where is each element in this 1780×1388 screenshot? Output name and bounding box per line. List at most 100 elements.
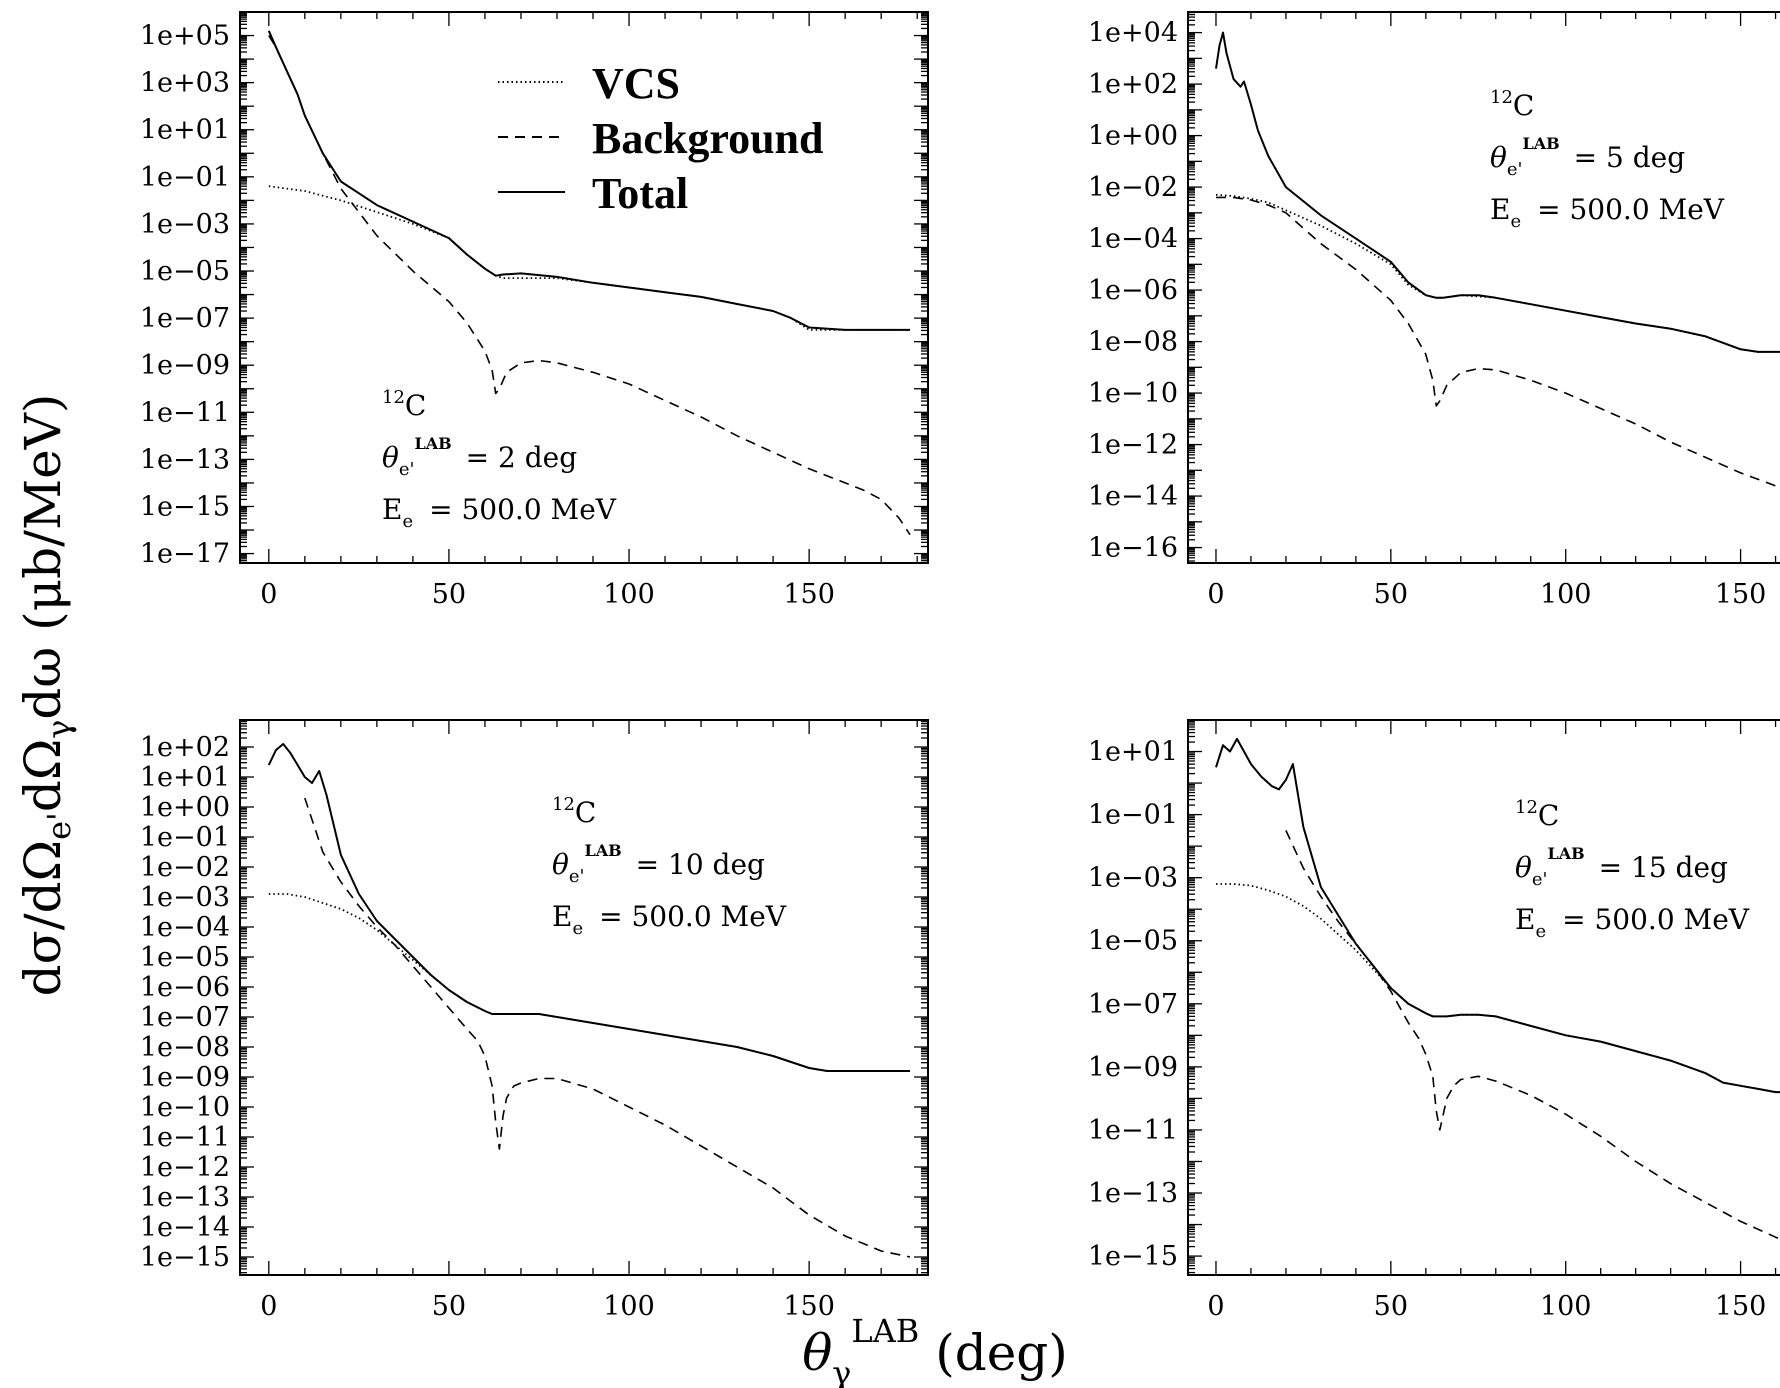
- chart-panel-3: 1e+021e+011e+001e−011e−021e−031e−041e−05…: [140, 719, 929, 1322]
- annotation-energy: Ee = 500.0 MeV: [552, 900, 787, 939]
- y-tick-label: 1e−02: [1088, 172, 1178, 203]
- y-tick-label: 1e−01: [140, 162, 230, 193]
- x-axis-title-symbol: θ: [802, 1324, 832, 1382]
- series-group: [1215, 31, 1780, 489]
- chart-panel-1: 1e+05 1e+03 1e+01 1e−01 1e−03 1e−05 1e−07 1e−09…: [140, 11, 929, 610]
- y-tick-label: 1e+05: [140, 21, 230, 52]
- x-tick-label: 0: [260, 579, 277, 610]
- annotation-theta: θe' LAB = 15 deg: [1515, 844, 1728, 890]
- annotation: 12C θe'LAB = 15 deg Ee = 500.0 MeV: [1515, 797, 1750, 942]
- series-line-total: [267, 30, 910, 331]
- annotation-theta-value: = 10 deg: [636, 848, 765, 881]
- annotation-nucleus: 12C: [1490, 87, 1534, 122]
- y-tick-label: 1e−06: [1088, 275, 1178, 306]
- y-tick-label: 1e−13: [140, 444, 230, 475]
- annotation-theta-value: = 5 deg: [1574, 141, 1686, 174]
- x-tick-label: 0: [1207, 1291, 1224, 1322]
- annotation-energy: Ee = 500.0 MeV: [382, 493, 617, 532]
- series-line-total: [267, 743, 910, 1072]
- x-axis-title-unit: (deg): [919, 1324, 1068, 1382]
- x-tick-label: 150: [783, 1291, 835, 1322]
- y-tick-label: 1e−10: [1088, 378, 1178, 409]
- y-axis-ticks: [1188, 11, 1777, 563]
- chart-panel-2: 1e+04 1e+02 1e+00 1e−02 1e−04 1e−06 1e−08 1e−10…: [1088, 11, 1780, 610]
- y-tick-label: 1e−03: [140, 882, 230, 913]
- annotation-energy-symbol: E: [1490, 193, 1510, 226]
- plot-frame: [239, 719, 929, 1276]
- x-tick-label: 150: [783, 579, 835, 610]
- y-axis-title-mid: dΩ: [14, 739, 72, 812]
- y-tick-label: 1e+03: [140, 68, 230, 99]
- x-tick-label: 100: [1540, 579, 1592, 610]
- annotation-theta-sup: LAB: [414, 434, 451, 453]
- annotation-theta-symbol: θ: [552, 848, 569, 881]
- plot-frame: [1187, 11, 1780, 564]
- series-line-background: [304, 797, 911, 1258]
- y-tick-label: 1e+00: [1088, 121, 1178, 152]
- y-tick-label: 1e−07: [140, 1002, 230, 1033]
- x-tick-label: 50: [1374, 579, 1408, 610]
- y-tick-label: 1e−09: [1088, 1052, 1178, 1083]
- y-tick-label: 1e−03: [1088, 863, 1178, 894]
- annotation-energy-sub: e: [402, 511, 413, 532]
- annotation-energy-sub: e: [1510, 211, 1521, 232]
- y-tick-label: 1e−11: [140, 397, 230, 428]
- series-line-background: [1285, 830, 1780, 1240]
- annotation-energy-value: = 500.0 MeV: [1562, 903, 1750, 936]
- y-tick-label: 1e−17: [140, 539, 230, 570]
- annotation-mass: 12: [552, 794, 575, 815]
- legend: VCS Background Total: [498, 59, 824, 218]
- y-axis-title-main: dσ/dΩ: [14, 840, 72, 996]
- y-tick-label: 1e−16: [1088, 533, 1178, 564]
- legend-label-vcs: VCS: [592, 59, 680, 108]
- series-line-total: [1215, 31, 1780, 353]
- y-tick-label: 1e+01: [1088, 737, 1178, 768]
- y-tick-label: 1e−04: [140, 912, 230, 943]
- annotation-nucleus-symbol: C: [405, 389, 426, 422]
- legend-label-total: Total: [592, 169, 688, 218]
- y-tick-label: 1e−07: [1088, 989, 1178, 1020]
- x-tick-label: 150: [1715, 1291, 1767, 1322]
- annotation-nucleus: 12C: [382, 387, 426, 422]
- legend-label-background: Background: [592, 114, 824, 163]
- annotation-theta-value: = 2 deg: [466, 441, 578, 474]
- annotation-theta-sup: LAB: [1522, 134, 1559, 153]
- x-axis-title-sup: LAB: [851, 1312, 919, 1350]
- y-tick-label: 1e−01: [1088, 800, 1178, 831]
- y-axis-title-end: dω (μb/MeV): [14, 394, 72, 720]
- y-tick-label: 1e−12: [140, 1152, 230, 1183]
- annotation-mass: 12: [1515, 797, 1538, 818]
- x-tick-label: 50: [1374, 1291, 1408, 1322]
- y-tick-label: 1e−13: [140, 1182, 230, 1213]
- chart-panel-4: 1e+01 1e−01 1e−03 1e−05 1e−07 1e−09 1e−11 1e−13…: [1088, 719, 1780, 1322]
- x-tick-label: 150: [1715, 579, 1767, 610]
- y-tick-label: 1e−05: [140, 942, 230, 973]
- annotation-nucleus: 12C: [1515, 797, 1559, 832]
- annotation-mass: 12: [382, 387, 405, 408]
- annotation-theta-value: = 15 deg: [1599, 851, 1728, 884]
- y-tick-label: 1e+02: [1088, 69, 1178, 100]
- annotation-theta-symbol: θ: [1490, 141, 1507, 174]
- y-tick-label: 1e−02: [140, 852, 230, 883]
- y-axis-ticks: [240, 11, 928, 564]
- annotation-theta-sup: LAB: [584, 841, 621, 860]
- y-tick-label: 1e−06: [140, 972, 230, 1003]
- series-line-background: [268, 35, 911, 536]
- annotation-energy-sub: e: [1535, 921, 1546, 942]
- x-tick-label: 50: [432, 1291, 466, 1322]
- annotation-nucleus-symbol: C: [575, 796, 596, 829]
- y-tick-label: 1e−10: [140, 1092, 230, 1123]
- y-tick-label: 1e−14: [1088, 481, 1178, 512]
- annotation-mass: 12: [1490, 87, 1513, 108]
- y-tick-label: 1e−04: [1088, 224, 1178, 255]
- annotation-theta: θe' LAB = 5 deg: [1490, 134, 1685, 180]
- y-tick-label: 1e−13: [1088, 1178, 1178, 1209]
- annotation-energy-symbol: E: [552, 900, 572, 933]
- series-line-total: [1215, 737, 1780, 1094]
- annotation-energy-sub: e: [572, 918, 583, 939]
- annotation-energy-symbol: E: [1515, 903, 1535, 936]
- series-line-vcs: [268, 185, 910, 331]
- x-tick-label: 0: [1207, 579, 1224, 610]
